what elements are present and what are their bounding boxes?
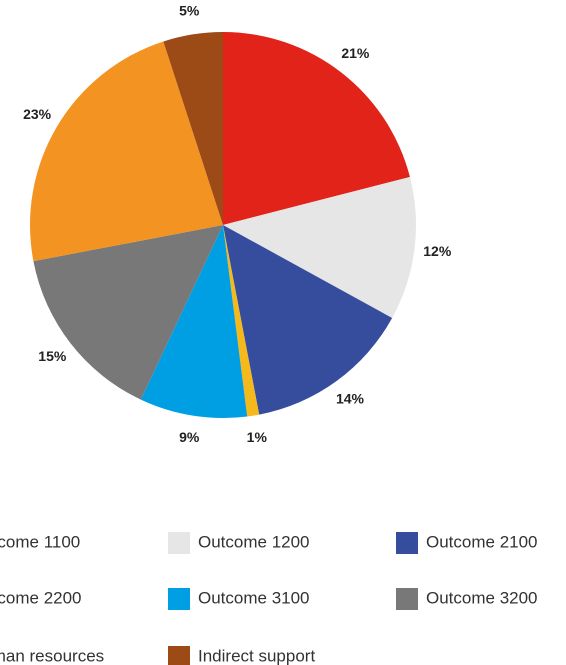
pie-slice [33,225,223,400]
pie-slice [163,32,223,225]
pie-slice [223,32,410,225]
slice-label: 21% [341,45,370,61]
legend-swatch [168,646,190,665]
legend-swatch [396,588,418,610]
legend-label: Outcome 3100 [198,588,310,607]
pie-slice [223,225,260,417]
slice-label: 14% [336,390,365,406]
legend-swatch [168,532,190,554]
slice-label: 1% [247,429,268,445]
legend-label: Outcome 2100 [426,532,538,551]
legend-swatch [396,532,418,554]
pie-slice [223,177,416,318]
legend-swatch [168,588,190,610]
slice-label: 9% [179,429,200,445]
legend-label: Human resources [0,646,104,665]
pie-slice [140,225,248,419]
slice-label: 15% [38,348,67,364]
legend-label: Outcome 3200 [426,588,538,607]
legend-label: Outcome 1100 [0,532,80,551]
legend-label: Outcome 2200 [0,588,82,607]
legend-label: Outcome 1200 [198,532,310,551]
pie-slice [30,41,224,262]
slice-label: 23% [23,106,52,122]
legend-label: Indirect support [198,646,315,665]
pie-slice [223,225,393,415]
slice-label: 5% [179,2,200,18]
slice-label: 12% [423,243,452,259]
